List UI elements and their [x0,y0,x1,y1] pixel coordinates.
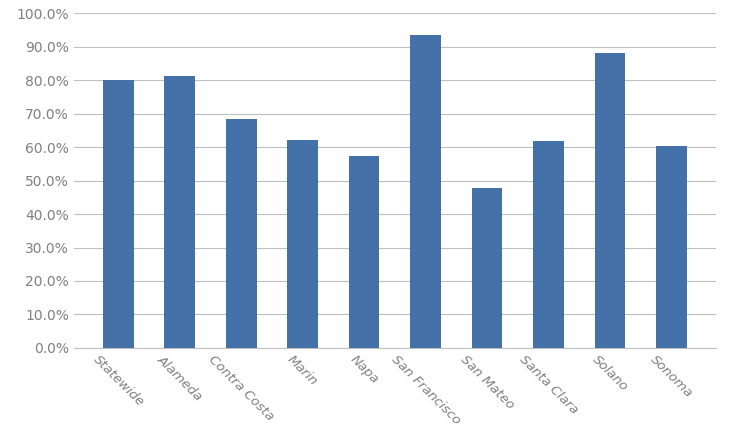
Bar [287,140,318,348]
Bar [410,35,441,348]
Bar [656,146,686,348]
Bar [349,156,379,348]
Bar [165,76,195,348]
Bar [533,141,564,348]
Bar [226,120,257,348]
Bar [472,188,503,348]
Bar [103,79,134,348]
Bar [595,53,625,348]
